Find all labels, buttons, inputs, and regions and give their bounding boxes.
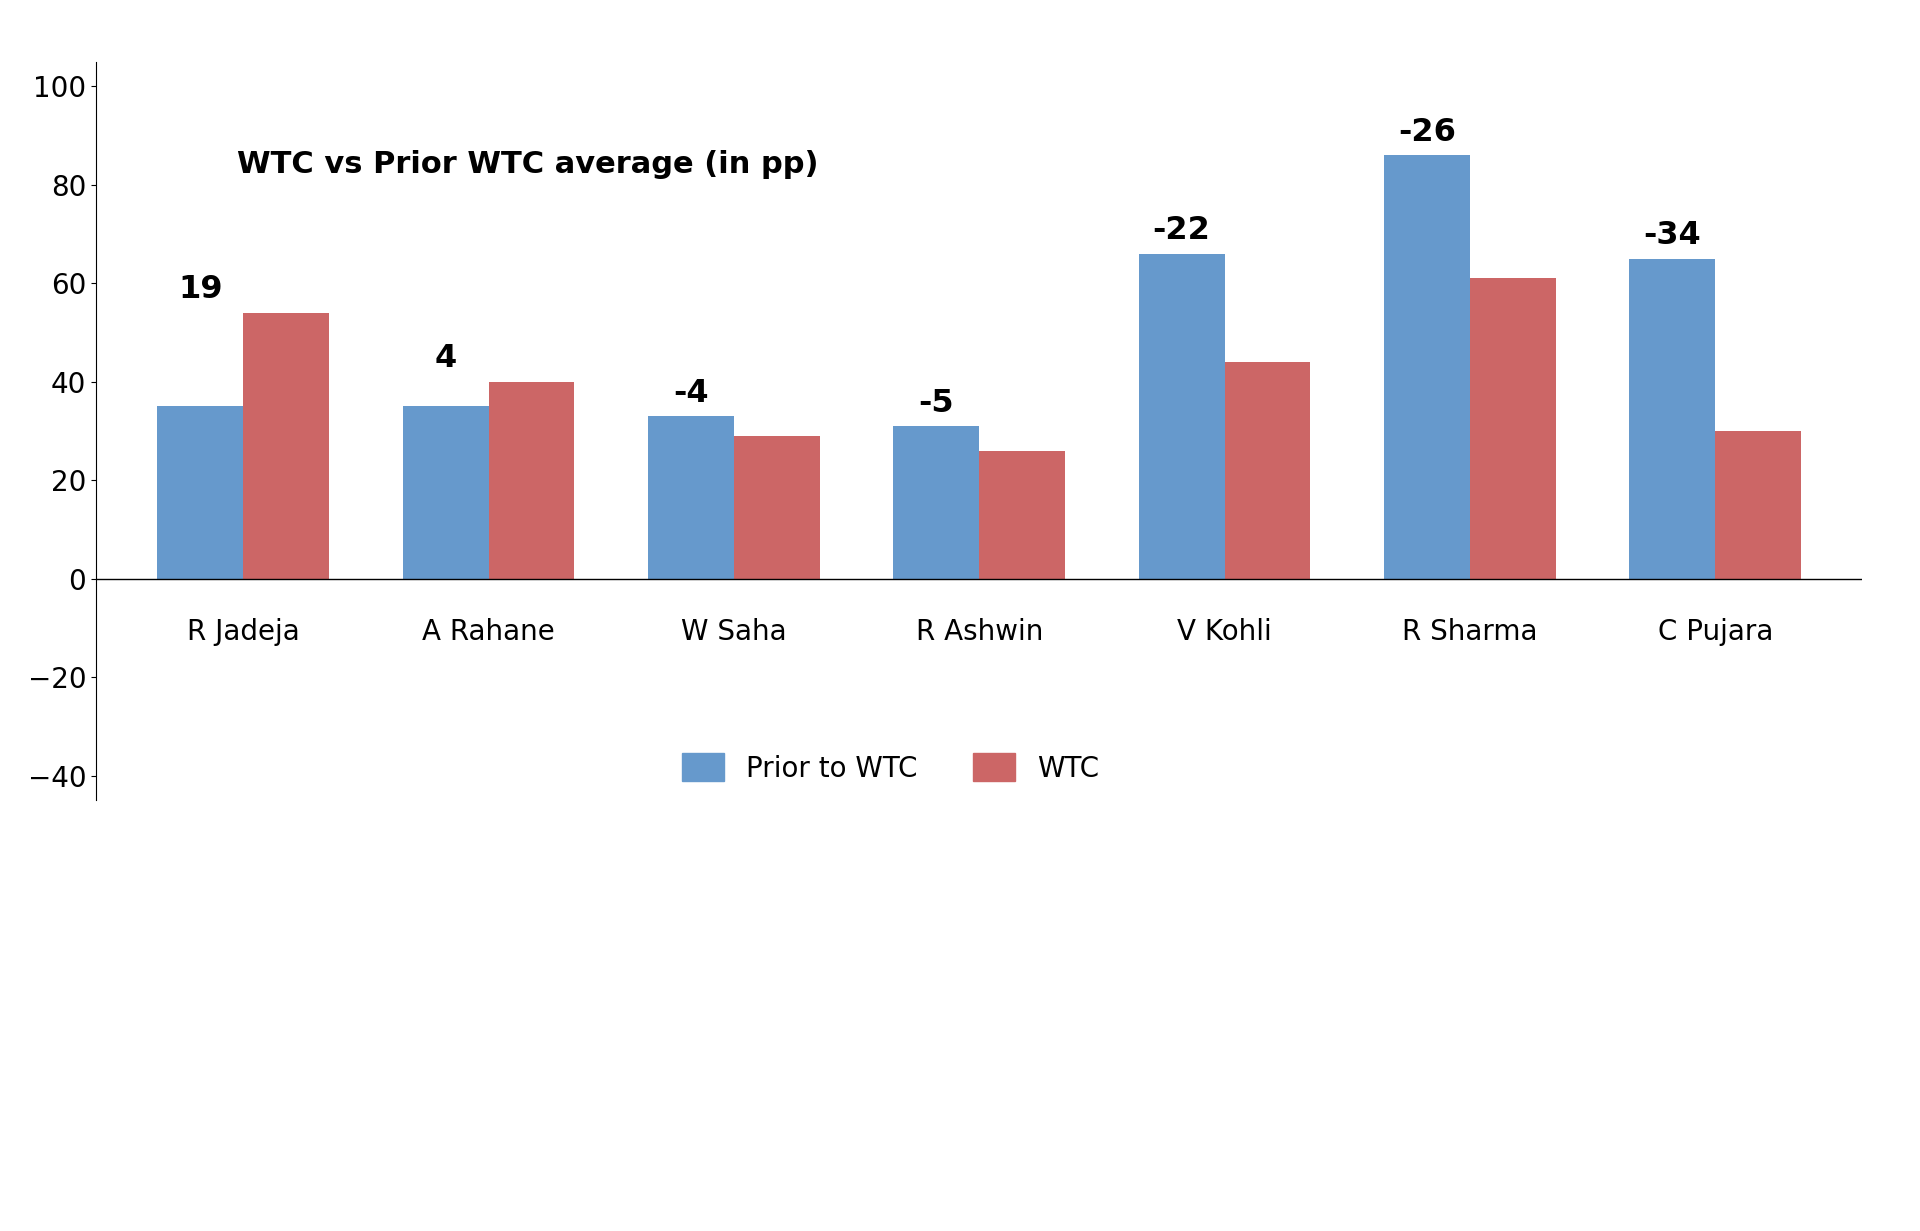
- Legend: Prior to WTC, WTC: Prior to WTC, WTC: [672, 742, 1110, 794]
- Text: R Jadeja: R Jadeja: [186, 618, 300, 646]
- Bar: [1139, 254, 1225, 579]
- Bar: [979, 451, 1066, 579]
- Text: C Pujara: C Pujara: [1657, 618, 1772, 646]
- Text: R Ashwin: R Ashwin: [916, 618, 1043, 646]
- Bar: [1471, 278, 1555, 579]
- Text: 19: 19: [179, 275, 223, 305]
- Text: -4: -4: [674, 378, 708, 409]
- Bar: [403, 406, 488, 579]
- Bar: [1630, 259, 1715, 579]
- Text: -22: -22: [1152, 215, 1210, 246]
- Text: 4: 4: [434, 343, 457, 374]
- Text: -26: -26: [1398, 117, 1455, 148]
- Bar: [733, 436, 820, 579]
- Text: W Saha: W Saha: [682, 618, 787, 646]
- Bar: [244, 313, 328, 579]
- Text: WTC vs Prior WTC average (in pp): WTC vs Prior WTC average (in pp): [238, 150, 818, 180]
- Bar: [1384, 155, 1471, 579]
- Bar: [488, 382, 574, 579]
- Text: A Rahane: A Rahane: [422, 618, 555, 646]
- Bar: [1715, 431, 1801, 579]
- Bar: [893, 426, 979, 579]
- Text: -5: -5: [918, 388, 954, 419]
- Text: V Kohli: V Kohli: [1177, 618, 1271, 646]
- Bar: [649, 416, 733, 579]
- Text: -34: -34: [1644, 220, 1701, 251]
- Text: R Sharma: R Sharma: [1402, 618, 1538, 646]
- Bar: [157, 406, 244, 579]
- Bar: [1225, 362, 1309, 579]
